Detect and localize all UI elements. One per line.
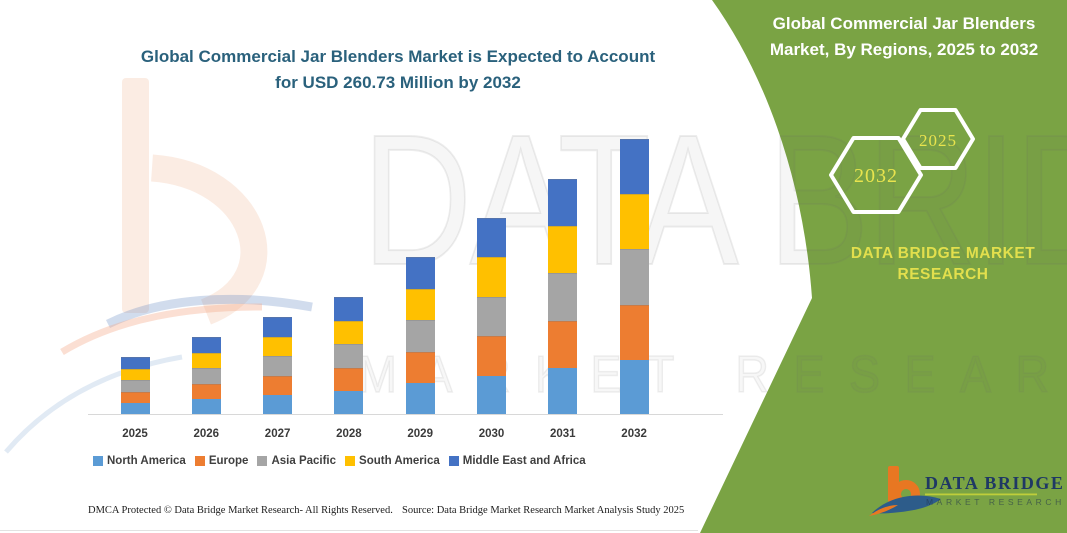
- x-axis-label-2026: 2026: [193, 428, 220, 440]
- segment-north-america-2032: [619, 359, 649, 415]
- segment-europe-2027: [263, 375, 293, 396]
- legend-label-south-america: South America: [359, 455, 440, 467]
- green-panel-shape: [700, 0, 1067, 533]
- segment-middle-east-and-africa-2028: [334, 297, 364, 321]
- legend-label-north-america: North America: [107, 455, 186, 467]
- segment-north-america-2028: [334, 391, 364, 415]
- segment-asia-pacific-2026: [191, 368, 221, 384]
- legend-label-europe: Europe: [208, 455, 249, 467]
- segment-middle-east-and-africa-2030: [477, 218, 506, 258]
- segment-north-america-2030: [477, 375, 506, 415]
- segment-europe-2025: [120, 391, 150, 404]
- legend-swatch-europe: [194, 456, 205, 466]
- segment-europe-2029: [405, 351, 435, 384]
- segment-north-america-2031: [548, 367, 578, 415]
- x-axis-label-2030: 2030: [478, 428, 505, 440]
- segment-europe-2026: [191, 383, 221, 400]
- segment-middle-east-and-africa-2032: [619, 139, 649, 195]
- legend-swatch-middle-east-and-africa: [448, 456, 459, 466]
- segment-asia-pacific-2028: [334, 344, 364, 368]
- segment-south-america-2025: [120, 368, 150, 381]
- x-axis-label-2028: 2028: [336, 428, 362, 440]
- chart-title-line1: Global Commercial Jar Blenders Market is…: [140, 47, 656, 66]
- legend-label-asia-pacific: Asia Pacific: [271, 455, 337, 467]
- bar-2025: [120, 357, 150, 415]
- legend-swatch-asia-pacific: [257, 456, 268, 466]
- bottom-divider: [0, 530, 698, 531]
- segment-asia-pacific-2031: [548, 273, 578, 321]
- x-axis-label-2025: 2025: [122, 428, 148, 440]
- footer-dmca: DMCA Protected © Data Bridge Market Rese…: [88, 505, 393, 516]
- legend-item-south-america: South America: [345, 455, 440, 467]
- segment-asia-pacific-2029: [405, 320, 435, 352]
- legend-item-north-america: North America: [93, 455, 186, 467]
- segment-asia-pacific-2030: [477, 296, 506, 337]
- segment-asia-pacific-2027: [263, 356, 293, 376]
- segment-europe-2030: [477, 336, 506, 376]
- segment-middle-east-and-africa-2029: [405, 257, 435, 289]
- x-axis-label-2029: 2029: [407, 428, 433, 440]
- bar-2029: [405, 257, 435, 415]
- segment-europe-2028: [334, 367, 364, 392]
- segment-south-america-2026: [191, 352, 221, 369]
- x-axis-label-2032: 2032: [621, 428, 647, 440]
- bar-2026: [191, 337, 221, 415]
- segment-south-america-2030: [477, 257, 506, 297]
- x-axis-line: [88, 414, 723, 415]
- segment-north-america-2026: [191, 399, 221, 415]
- legend-swatch-north-america: [93, 456, 103, 466]
- segment-middle-east-and-africa-2025: [120, 357, 150, 369]
- segment-north-america-2025: [120, 403, 150, 415]
- legend-label-middle-east-and-africa: Middle East and Africa: [462, 455, 586, 467]
- segment-south-america-2027: [263, 336, 293, 357]
- legend-swatch-south-america: [345, 456, 356, 466]
- chart-title: Global Commercial Jar Blenders Market is…: [85, 44, 711, 96]
- bar-2030: [477, 218, 506, 415]
- segment-south-america-2031: [548, 226, 578, 274]
- bar-2032: [619, 139, 649, 415]
- segment-europe-2032: [619, 304, 649, 360]
- footer-source: Source: Data Bridge Market Research Mark…: [402, 505, 685, 516]
- legend-item-asia-pacific: Asia Pacific: [257, 455, 336, 467]
- x-axis-label-2031: 2031: [550, 428, 576, 440]
- segment-europe-2031: [548, 320, 578, 368]
- segment-north-america-2029: [405, 383, 435, 415]
- segment-south-america-2029: [405, 288, 435, 321]
- legend-item-europe: Europe: [194, 455, 249, 467]
- segment-middle-east-and-africa-2031: [548, 179, 578, 227]
- segment-south-america-2032: [619, 194, 649, 250]
- chart-title-line2: for USD 260.73 Million by 2032: [275, 73, 521, 92]
- segment-asia-pacific-2032: [619, 249, 649, 305]
- segment-south-america-2028: [334, 320, 364, 345]
- bar-2028: [334, 297, 364, 415]
- segment-north-america-2027: [263, 395, 293, 415]
- bar-2027: [263, 317, 293, 415]
- x-axis-label-2027: 2027: [264, 428, 291, 440]
- segment-middle-east-and-africa-2027: [263, 317, 293, 337]
- segment-asia-pacific-2025: [120, 380, 150, 392]
- legend-item-middle-east-and-africa: Middle East and Africa: [448, 455, 586, 467]
- segment-middle-east-and-africa-2026: [191, 337, 221, 353]
- bar-2031: [548, 179, 578, 415]
- legend: North America Europe Asia Pacific South Ame…: [93, 455, 586, 467]
